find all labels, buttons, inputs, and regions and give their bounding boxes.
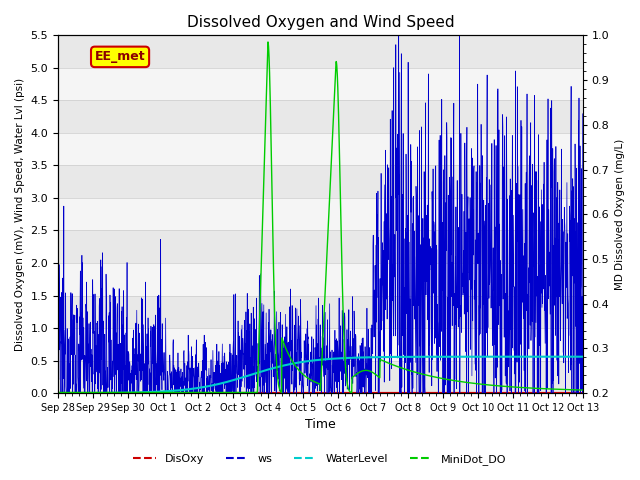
Legend: DisOxy, ws, WaterLevel, MiniDot_DO: DisOxy, ws, WaterLevel, MiniDot_DO [129, 450, 511, 469]
Bar [58, 133, 582, 166]
Bar [58, 36, 582, 68]
Bar [58, 68, 582, 100]
Bar [58, 263, 582, 296]
Title: Dissolved Oxygen and Wind Speed: Dissolved Oxygen and Wind Speed [186, 15, 454, 30]
Bar [58, 100, 582, 133]
Y-axis label: MD Dissolved Oxygen (mg/L): MD Dissolved Oxygen (mg/L) [615, 139, 625, 290]
Text: EE_met: EE_met [95, 50, 145, 63]
X-axis label: Time: Time [305, 419, 336, 432]
Bar [58, 296, 582, 328]
Bar [58, 230, 582, 263]
Y-axis label: Dissolved Oxygen (mV), Wind Speed, Water Lvl (psi): Dissolved Oxygen (mV), Wind Speed, Water… [15, 78, 25, 351]
Bar [58, 328, 582, 360]
Bar [58, 166, 582, 198]
Bar [58, 198, 582, 230]
Bar [58, 360, 582, 393]
